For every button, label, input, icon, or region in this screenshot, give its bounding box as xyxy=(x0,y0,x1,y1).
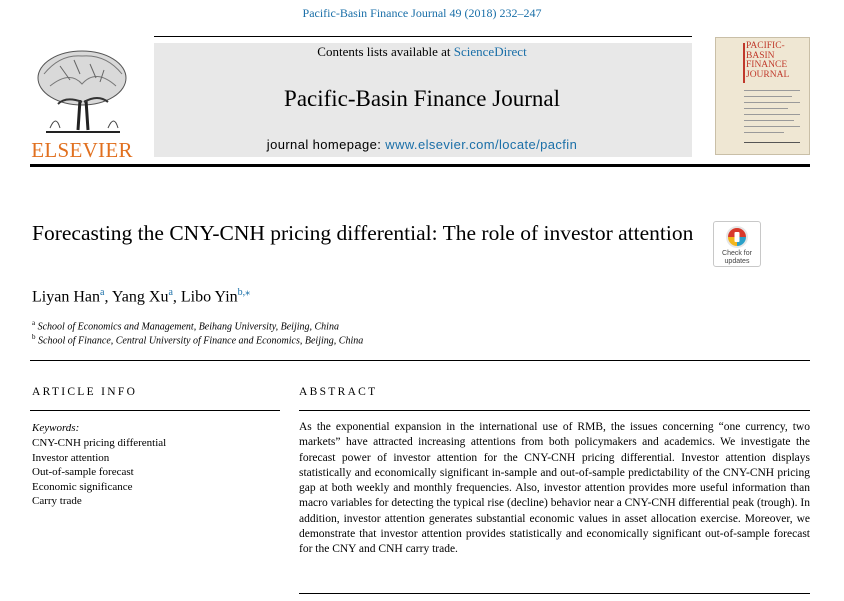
author-name[interactable]: Libo Yin xyxy=(180,288,238,306)
keyword-item: Economic significance xyxy=(32,480,133,493)
abstract-text: As the exponential expansion in the inte… xyxy=(299,421,810,556)
check-for-updates-badge[interactable]: Check for updates xyxy=(713,221,761,267)
journal-homepage-line: journal homepage: www.elsevier.com/locat… xyxy=(134,137,710,152)
affiliation: a School of Economics and Management, Be… xyxy=(32,319,339,332)
keyword-item: CNY-CNH pricing differential xyxy=(32,437,167,449)
cover-accent-bar xyxy=(743,43,745,83)
keyword-item: Investor attention xyxy=(32,451,110,464)
section-divider xyxy=(30,360,810,361)
keyword-item: Carry trade xyxy=(32,495,82,507)
author-affiliation-marker[interactable]: b,⁎ xyxy=(237,287,251,298)
keywords-label: Keywords: xyxy=(32,422,80,434)
author-affiliation-marker[interactable]: a xyxy=(99,287,105,298)
affiliation-text: School of Finance, Central University of… xyxy=(38,335,364,347)
cover-text-line xyxy=(744,102,800,103)
author-list: Liyan Hana, Yang Xua, Libo Yinb,⁎ xyxy=(32,287,251,306)
keyword-item: Out-of-sample forecast xyxy=(32,466,134,478)
cover-text-line xyxy=(744,142,800,143)
cover-text-line xyxy=(744,96,792,97)
cover-text-line xyxy=(744,132,784,133)
header-rule xyxy=(30,164,810,167)
banner-top-rule xyxy=(154,36,692,37)
abstract-bottom-rule xyxy=(299,593,810,594)
cover-title-line: PACIFIC- xyxy=(746,41,785,51)
elsevier-logo[interactable]: ELSEVIER xyxy=(30,44,134,162)
cover-text-line xyxy=(744,108,788,109)
cover-text-line xyxy=(744,126,800,127)
crossmark-icon xyxy=(726,226,748,248)
article-info-rule xyxy=(30,410,280,411)
affiliation: b School of Finance, Central University … xyxy=(32,333,363,346)
author-name[interactable]: Liyan Han xyxy=(32,288,100,306)
keyword-list: CNY-CNH pricing differential Investor at… xyxy=(32,436,166,509)
article-info-heading: ARTICLE INFO xyxy=(32,386,138,398)
cover-text-line xyxy=(744,90,800,91)
cover-text-line xyxy=(744,120,794,121)
homepage-label: journal homepage: xyxy=(266,137,386,152)
cover-title: PACIFIC- BASIN FINANCE JOURNAL xyxy=(746,41,790,80)
check-updates-line2: updates xyxy=(724,257,750,265)
journal-citation[interactable]: Pacific-Basin Finance Journal 49 (2018) … xyxy=(302,6,542,20)
homepage-link[interactable]: www.elsevier.com/locate/pacfin xyxy=(385,137,578,152)
abstract-heading: ABSTRACT xyxy=(299,386,378,398)
abstract-rule xyxy=(299,410,810,411)
cover-text-line xyxy=(744,114,800,115)
elsevier-wordmark: ELSEVIER xyxy=(31,138,133,162)
journal-title: Pacific-Basin Finance Journal xyxy=(284,86,560,111)
check-updates-label: Check for updates xyxy=(714,250,760,265)
author-affiliation-marker[interactable]: a xyxy=(168,287,173,298)
tree-emblem-icon xyxy=(37,50,127,133)
cover-title-line: FINANCE xyxy=(746,60,788,70)
cover-title-line: BASIN xyxy=(746,50,775,61)
affiliation-marker: b xyxy=(32,333,36,341)
affiliation-marker: a xyxy=(32,319,36,327)
banner-box xyxy=(154,43,692,157)
contents-line: Contents lists available at ScienceDirec… xyxy=(134,44,710,60)
journal-banner: Contents lists available at ScienceDirec… xyxy=(134,36,710,157)
check-updates-line1: Check for xyxy=(722,250,752,257)
article-title: Forecasting the CNY-CNH pricing differen… xyxy=(32,221,694,245)
affiliation-text: School of Economics and Management, Beih… xyxy=(37,321,339,333)
author-name[interactable]: Yang Xu xyxy=(111,288,169,306)
sciencedirect-link[interactable]: ScienceDirect xyxy=(453,44,527,59)
contents-prefix: Contents lists available at xyxy=(317,44,454,59)
journal-cover-thumbnail[interactable]: PACIFIC- BASIN FINANCE JOURNAL xyxy=(715,37,810,155)
cover-title-line: JOURNAL xyxy=(746,69,790,80)
